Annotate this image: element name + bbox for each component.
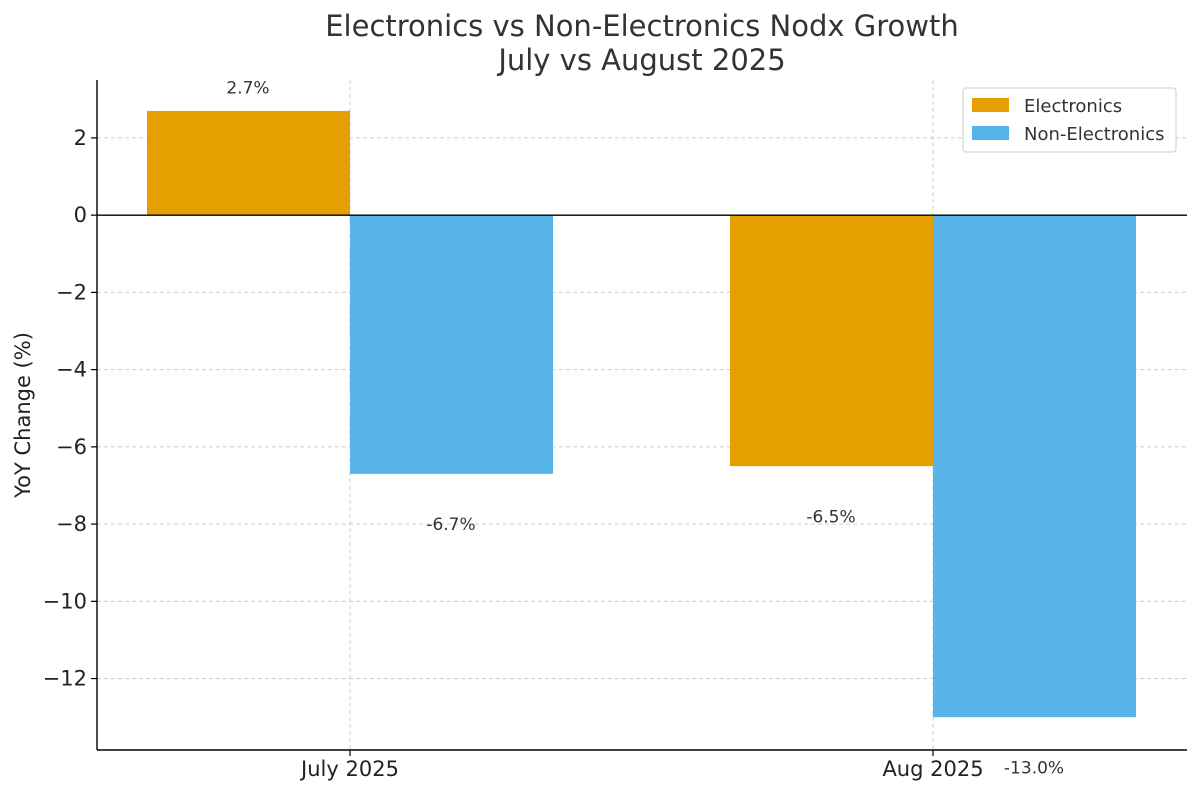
legend-box: [962, 87, 1177, 153]
y-tick-label: −8: [56, 512, 87, 536]
bar-electronics-1: [730, 215, 933, 467]
x-ticks: July 2025 Aug 2025: [299, 750, 984, 781]
bar-non-electronics-1: [933, 215, 1136, 718]
y-tick-label: −12: [43, 667, 87, 691]
data-label: -6.5%: [806, 507, 855, 527]
chart-title-line2: July vs August 2025: [496, 43, 785, 77]
chart-title-line1: Electronics vs Non-Electronics Nodx Grow…: [325, 9, 959, 43]
bars: [147, 110, 1136, 718]
bar-electronics-0: [147, 110, 350, 216]
x-tick-label: July 2025: [299, 757, 399, 781]
legend-label-non-electronics: Non-Electronics: [1024, 124, 1164, 145]
y-tick-label: −10: [43, 589, 87, 613]
legend: Electronics Non-Electronics: [962, 87, 1177, 153]
legend-label-electronics: Electronics: [1024, 96, 1122, 117]
data-labels: 2.7% -6.5% -6.7% -13.0%: [226, 79, 1064, 779]
y-axis-label: YoY Change (%): [11, 332, 35, 499]
y-tick-label: −4: [56, 358, 87, 382]
legend-swatch-non-electronics: [972, 126, 1009, 140]
y-tick-label: 0: [74, 203, 87, 227]
y-tick-label: −2: [56, 280, 87, 304]
x-tick-label: Aug 2025: [882, 757, 983, 781]
legend-swatch-electronics: [972, 98, 1009, 112]
data-label: -6.7%: [426, 515, 475, 535]
data-label: 2.7%: [226, 79, 269, 99]
data-label: -13.0%: [1004, 758, 1064, 778]
y-ticks: 2 0 −2 −4 −6 −8 −10 −12: [43, 126, 97, 691]
bar-non-electronics-0: [350, 215, 553, 474]
y-tick-label: 2: [74, 126, 87, 150]
y-tick-label: −6: [56, 435, 87, 459]
